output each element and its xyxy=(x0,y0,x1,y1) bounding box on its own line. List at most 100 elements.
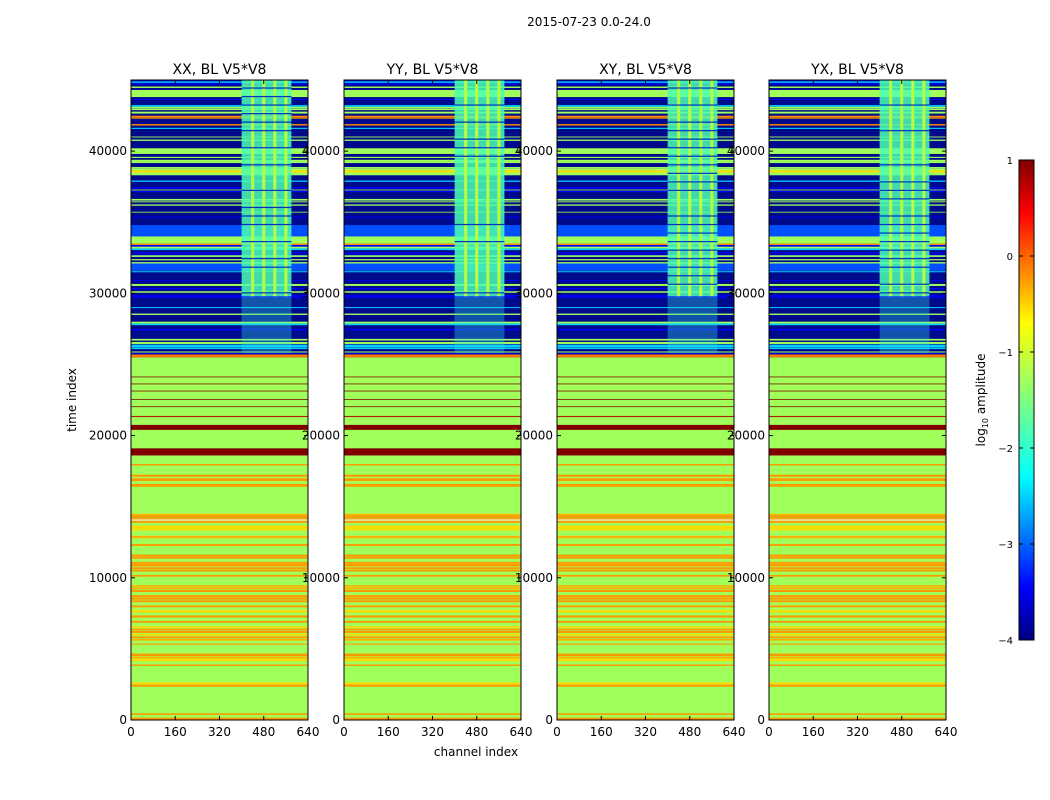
heatmap-band xyxy=(344,525,521,528)
heatmap-band xyxy=(131,626,308,628)
heatmap-band xyxy=(131,520,308,523)
heatmap-band xyxy=(344,225,521,237)
heatmap-block-line xyxy=(241,266,292,268)
heatmap-band xyxy=(769,139,946,141)
heatmap-block-line xyxy=(241,223,292,226)
heatmap-band xyxy=(557,225,734,237)
heatmap-band xyxy=(769,530,946,534)
heatmap-band xyxy=(769,576,946,580)
heatmap-band xyxy=(131,638,308,641)
heatmap-band xyxy=(557,610,734,613)
heatmap-block-line xyxy=(667,164,718,166)
heatmap-band xyxy=(131,204,308,206)
heatmap-band xyxy=(769,248,946,251)
x-tick-label: 320 xyxy=(634,725,657,739)
heatmap-band xyxy=(557,117,734,119)
heatmap-band xyxy=(344,538,521,541)
heatmap-block xyxy=(454,80,505,297)
heatmap-block-line xyxy=(879,240,930,243)
heatmap-column xyxy=(273,80,277,297)
heatmap-band xyxy=(557,535,734,539)
heatmap-band xyxy=(344,321,521,324)
heatmap-band xyxy=(557,525,734,528)
heatmap-band xyxy=(344,530,521,534)
heatmap-band xyxy=(344,341,521,344)
heatmap-band xyxy=(557,180,734,182)
heatmap-band xyxy=(344,486,521,514)
heatmap-band xyxy=(769,295,946,297)
heatmap-band xyxy=(131,464,308,466)
heatmap-band xyxy=(769,108,946,111)
heatmap-band xyxy=(131,592,308,595)
colorbar-ticks: 1 0 −1 −2 −3 −4 xyxy=(998,156,1034,647)
heatmap-band xyxy=(769,357,946,464)
heatmap-band xyxy=(769,243,946,245)
panel-title: XY, BL V5*V8 xyxy=(599,62,692,78)
heatmap-band xyxy=(131,686,308,690)
y-axis-label: time index xyxy=(65,368,79,432)
heatmap-band xyxy=(557,354,734,358)
heatmap-band xyxy=(557,357,734,464)
heatmap-band xyxy=(769,271,946,273)
heatmap-band xyxy=(131,115,308,117)
heatmap-band xyxy=(344,554,521,557)
heatmap-block-line xyxy=(667,249,718,251)
x-tick-label: 160 xyxy=(377,725,400,739)
heatmap-column xyxy=(486,80,490,297)
heatmap-band xyxy=(557,483,734,487)
heatmap-band xyxy=(557,653,734,656)
heatmap-band xyxy=(344,271,521,273)
heatmap-band xyxy=(557,376,734,378)
heatmap-column xyxy=(464,80,468,297)
heatmap-band xyxy=(344,236,521,244)
heatmap-band xyxy=(557,641,734,644)
heatmap-block-line xyxy=(879,249,930,251)
heatmap-band xyxy=(131,600,308,603)
colorbar-tick-label: −2 xyxy=(998,444,1013,455)
heatmap-band xyxy=(769,602,946,605)
heatmap-band xyxy=(344,255,521,257)
heatmap-band xyxy=(131,518,308,521)
y-tick-label: 10000 xyxy=(515,571,553,585)
heatmap-band xyxy=(769,99,946,100)
heatmap-band xyxy=(131,86,308,88)
heatmap-band xyxy=(344,561,521,564)
heatmap-band xyxy=(769,216,946,218)
heatmap-band xyxy=(769,569,946,572)
heatmap-band xyxy=(769,148,946,154)
heatmap-band xyxy=(131,630,308,633)
heatmap-band xyxy=(557,571,734,575)
heatmap-block-line xyxy=(667,130,718,132)
heatmap-band xyxy=(769,713,946,715)
heatmap-band xyxy=(769,161,946,164)
heatmap-column xyxy=(475,80,479,297)
heatmap-band xyxy=(769,664,946,667)
heatmap-band xyxy=(557,424,734,430)
heatmap-band xyxy=(557,246,734,249)
heatmap-band xyxy=(769,351,946,353)
heatmap-band xyxy=(131,525,308,528)
heatmap-band xyxy=(769,684,946,687)
heatmap-band xyxy=(557,661,734,664)
heatmap-band xyxy=(557,628,734,631)
heatmap-band xyxy=(344,254,521,256)
heatmap-band xyxy=(344,533,521,536)
heatmap-band xyxy=(769,204,946,206)
heatmap-band xyxy=(769,111,946,114)
heatmap-band xyxy=(557,211,734,213)
heatmap-band xyxy=(131,465,308,474)
heatmap-band xyxy=(131,523,308,526)
heatmap-band xyxy=(131,99,308,100)
x-tick-label: 0 xyxy=(553,725,561,739)
heatmap-column xyxy=(262,80,266,297)
heatmap-band xyxy=(769,354,946,358)
heatmap-band xyxy=(557,585,734,587)
heatmap-band xyxy=(131,124,308,126)
heatmap-band xyxy=(131,89,308,98)
heatmap-band xyxy=(131,528,308,531)
heatmap-band xyxy=(344,86,521,88)
heatmap-band xyxy=(557,341,734,344)
heatmap-band xyxy=(131,263,308,271)
heatmap-band xyxy=(557,263,734,271)
